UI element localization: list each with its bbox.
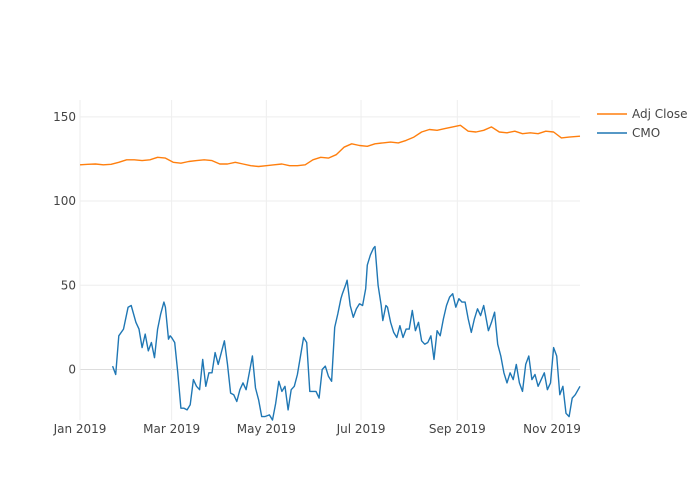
x-tick-label: Nov 2019 <box>523 422 581 436</box>
legend-label: CMO <box>632 126 660 140</box>
y-tick-label: 50 <box>61 278 76 292</box>
series-line-cmo <box>111 245 581 421</box>
grid <box>79 100 580 420</box>
series-layer <box>79 124 581 421</box>
y-tick-label: 150 <box>53 110 76 124</box>
x-tick-label: Jan 2019 <box>53 422 107 436</box>
legend[interactable]: Adj Close CMO <box>597 107 687 140</box>
legend-item-adj-close[interactable]: Adj Close <box>597 107 687 121</box>
x-tick-label: Sep 2019 <box>429 422 486 436</box>
legend-label: Adj Close <box>632 107 687 121</box>
x-tick-label: Mar 2019 <box>143 422 200 436</box>
x-tick-label: Jul 2019 <box>336 422 386 436</box>
x-tick-label: May 2019 <box>237 422 296 436</box>
series-line-adj-close <box>79 124 581 168</box>
y-tick-label: 0 <box>68 362 76 376</box>
legend-item-cmo[interactable]: CMO <box>597 126 660 140</box>
axes: 0 50 100 150 Jan 2019 Mar 2019 May 2019 Jul 201… <box>53 110 581 436</box>
y-tick-label: 100 <box>53 194 76 208</box>
